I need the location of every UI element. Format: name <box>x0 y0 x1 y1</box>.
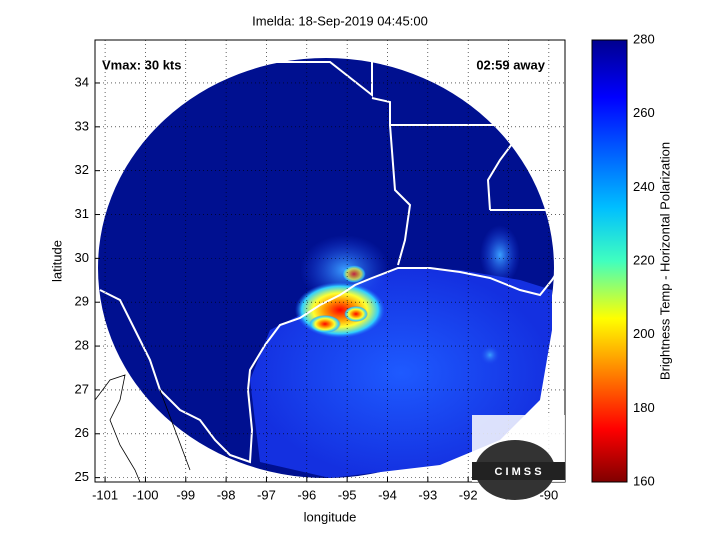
x-tick-label: -98 <box>217 487 236 502</box>
title: Imelda: 18-Sep-2019 04:45:00 <box>252 13 428 28</box>
colorbar-tick-label: 220 <box>633 252 655 267</box>
coastline <box>99 259 565 464</box>
ticks: -101-100-99-98-97-96-95-94-93-92-91-9025… <box>75 31 655 502</box>
storm-cell <box>295 282 385 338</box>
y-tick-label: 30 <box>75 250 89 265</box>
y-tick-label: 34 <box>75 74 89 89</box>
y-tick-label: 31 <box>75 206 89 221</box>
x-tick-label: -95 <box>338 487 357 502</box>
y-tick-label: 25 <box>75 469 89 484</box>
x-axis-label: longitude <box>304 509 357 524</box>
state-borders <box>95 40 561 266</box>
x-tick-label: -97 <box>257 487 276 502</box>
x-tick-label: -92 <box>459 487 478 502</box>
x-tick-label: -101 <box>92 487 118 502</box>
colorbar-tick-label: 240 <box>633 179 655 194</box>
y-tick-label: 33 <box>75 118 89 133</box>
cloud-area <box>480 225 520 285</box>
logo-text: C I M S S <box>494 466 541 478</box>
colorbar-tick-label: 180 <box>633 400 655 415</box>
storm-cell <box>344 306 368 322</box>
y-tick-label: 29 <box>75 294 89 309</box>
logo: C I M S S <box>472 415 565 500</box>
x-tick-label: -93 <box>418 487 437 502</box>
colorbar-label: Brightness Temp - Horizontal Polarizatio… <box>657 142 672 380</box>
colorbar <box>591 39 628 483</box>
mexico-border <box>95 374 191 482</box>
colorbar-tick-label: 200 <box>633 326 655 341</box>
grid <box>95 40 565 482</box>
x-tick-label: -99 <box>176 487 195 502</box>
colorbar-tick-label: 160 <box>633 473 655 488</box>
y-tick-label: 32 <box>75 162 89 177</box>
colorbar-tick-label: 260 <box>633 105 655 120</box>
y-axis-label: latitude <box>49 240 64 282</box>
annotation: Vmax: 30 kts <box>102 57 182 72</box>
y-tick-label: 28 <box>75 338 89 353</box>
x-tick-label: -96 <box>297 487 316 502</box>
x-tick-label: -94 <box>378 487 397 502</box>
colorbar-tick-label: 280 <box>633 31 655 46</box>
storm-cell <box>342 265 366 283</box>
storm-cell <box>309 315 341 333</box>
plot-frame <box>94 39 566 483</box>
y-tick-label: 26 <box>75 425 89 440</box>
x-tick-label: -100 <box>132 487 158 502</box>
y-tick-label: 27 <box>75 381 89 396</box>
annotation: 02:59 away <box>476 57 545 72</box>
x-tick-label: -90 <box>539 487 558 502</box>
cloud-area <box>480 345 500 365</box>
